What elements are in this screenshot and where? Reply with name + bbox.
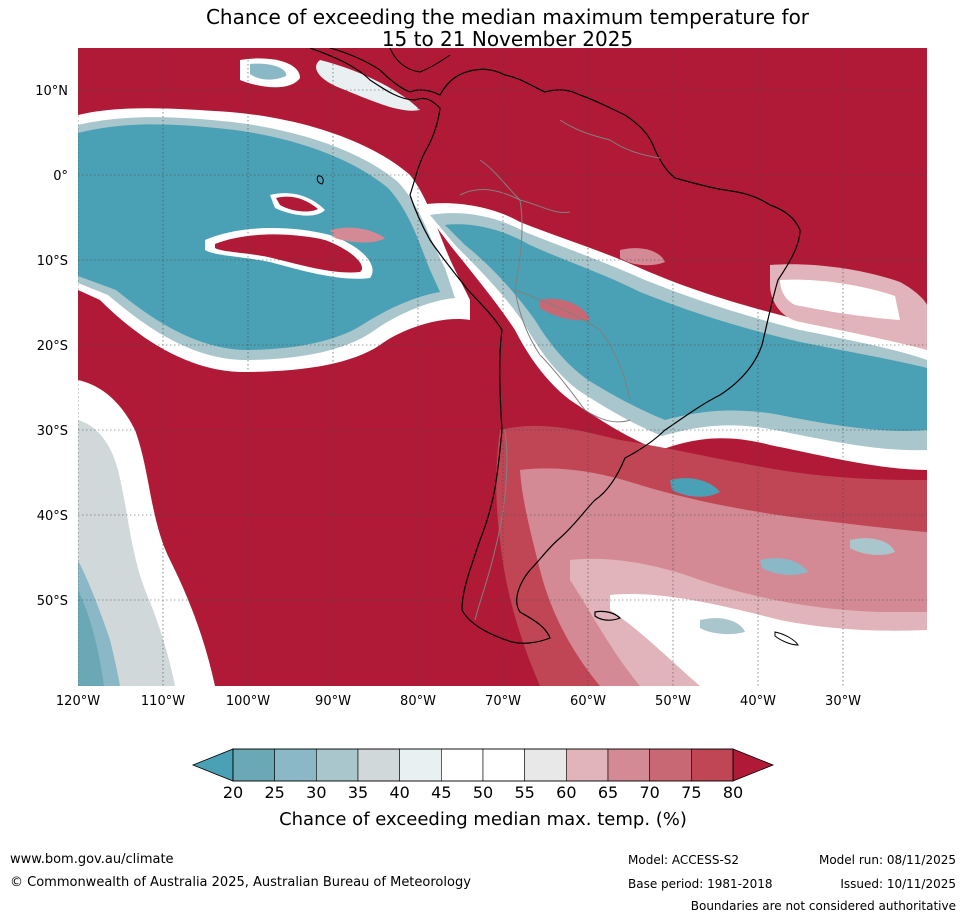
- lon-label-90w: 90°W: [315, 694, 351, 709]
- colorbar-tick-label: 55: [514, 783, 534, 802]
- website-link[interactable]: www.bom.gov.au/climate: [10, 852, 174, 867]
- country-borders: [459, 119, 661, 621]
- lon-label-40w: 40°W: [740, 694, 776, 709]
- lon-label-50w: 50°W: [655, 694, 691, 709]
- colorbar-tick-label: 40: [389, 783, 409, 802]
- lat-label-10n: 10°N: [35, 84, 68, 99]
- colorbar-segment: [441, 748, 484, 782]
- lon-label-120w: 120°W: [56, 694, 100, 709]
- lon-label-110w: 110°W: [141, 694, 185, 709]
- lat-label-10s: 10°S: [37, 254, 68, 269]
- colorbar-tick-label: 65: [598, 783, 618, 802]
- lon-label-100w: 100°W: [226, 694, 270, 709]
- colorbar-segment: [566, 748, 609, 782]
- falkland-islands: [594, 610, 622, 621]
- graticule: [78, 48, 927, 686]
- colorbar-segment: [357, 748, 400, 782]
- disclaimer: Boundaries are not considered authoritat…: [690, 899, 956, 913]
- map-title-line-2: 15 to 21 November 2025: [381, 27, 634, 51]
- model-run-info: Model run: 08/11/2025: [818, 853, 956, 867]
- lon-label-70w: 70°W: [485, 694, 521, 709]
- red-finger-pacific: [215, 234, 363, 273]
- lat-label-20s: 20°S: [37, 339, 68, 354]
- lat-label-50s: 50°S: [37, 594, 68, 609]
- map-title-line-1: Chance of exceeding the median maximum t…: [205, 5, 810, 29]
- model-info: Model: ACCESS-S2: [628, 853, 740, 867]
- colorbar-segment: [607, 748, 650, 782]
- colorbar-tick-label: 45: [431, 783, 451, 802]
- map-plot-area: [78, 48, 927, 686]
- colorbar-over-arrow: [732, 748, 775, 782]
- colorbar-tick-label: 70: [639, 783, 659, 802]
- colorbar-tick-label: 50: [473, 783, 493, 802]
- colorbar-tick-label: 25: [264, 783, 284, 802]
- lat-label-0: 0°: [53, 169, 68, 184]
- colorbar-tick-label: 75: [681, 783, 701, 802]
- colorbar-segment: [649, 748, 692, 782]
- lat-label-40s: 40°S: [37, 509, 68, 524]
- colorbar-segment: [482, 748, 525, 782]
- low-chance-region-continent: [445, 224, 927, 431]
- south-america-coastline: [309, 48, 801, 644]
- colorbar-segment: [274, 748, 317, 782]
- colorbar-segment: [316, 748, 359, 782]
- colorbar-tick-label: 60: [556, 783, 576, 802]
- lat-label-30s: 30°S: [37, 424, 68, 439]
- colorbar-segment: [524, 748, 567, 782]
- longitude-labels: 120°W 110°W 100°W 90°W 80°W 70°W 60°W 50…: [56, 694, 861, 709]
- colorbar-tick-label: 20: [223, 783, 243, 802]
- blue-patch-north: [250, 63, 287, 80]
- pale-patch-panama: [316, 60, 420, 111]
- colorbar-under-arrow: [191, 748, 234, 782]
- colorbar-frame: [232, 748, 734, 782]
- colorbar-title: Chance of exceeding median max. temp. (%…: [279, 809, 687, 830]
- colorbar-tick-label: 35: [348, 783, 368, 802]
- coastline-layer: [309, 48, 801, 646]
- colorbar-segment: [232, 748, 275, 782]
- colorbar-segment: [399, 748, 442, 782]
- colorbar-tick-label: 30: [306, 783, 326, 802]
- lon-label-80w: 80°W: [400, 694, 436, 709]
- colorbar: 20 25 30 35 40 45 50 55 60 65 70 75 80 Chance of exc…: [191, 748, 775, 830]
- copyright-notice: © Commonwealth of Australia 2025, Austra…: [10, 875, 471, 890]
- base-period-info: Base period: 1981-2018: [628, 877, 773, 891]
- neutral-patch-south-atlantic: [610, 594, 927, 686]
- colorbar-tick-label: 80: [723, 783, 743, 802]
- colorbar-segment: [691, 748, 734, 782]
- latitude-labels: 10°N 0° 10°S 20°S 30°S 40°S 50°S: [35, 84, 68, 609]
- issued-info: Issued: 10/11/2025: [840, 877, 956, 891]
- lon-label-30w: 30°W: [825, 694, 861, 709]
- lon-label-60w: 60°W: [570, 694, 606, 709]
